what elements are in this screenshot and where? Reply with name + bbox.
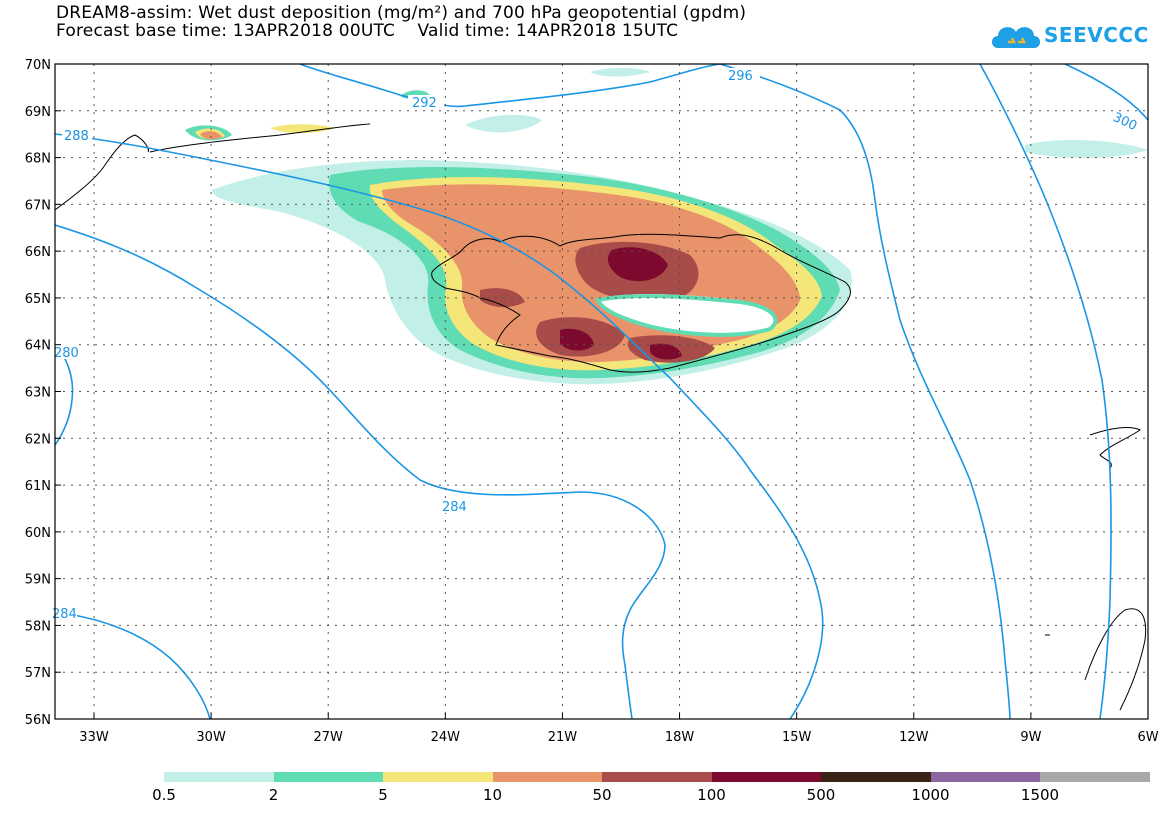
latitude-tick-label: 60N: [25, 526, 51, 541]
contour-label: 284: [52, 607, 77, 622]
legend-swatch: [930, 772, 1040, 782]
longitude-tick-label: 15W: [782, 730, 812, 745]
latitude-tick-label: 56N: [25, 713, 51, 728]
longitude-tick-label: 24W: [431, 730, 461, 745]
legend-label: 1000: [911, 786, 950, 804]
longitude-tick-label: 27W: [314, 730, 344, 745]
legend-swatch: [1040, 772, 1150, 782]
legend-swatch: [602, 772, 712, 782]
longitude-tick-label: 9W: [1020, 730, 1041, 745]
latitude-tick-label: 62N: [25, 432, 51, 447]
map-title-line1: DREAM8-assim: Wet dust deposition (mg/m²…: [56, 3, 747, 23]
legend-swatch: [383, 772, 493, 782]
contour-label: 284: [442, 500, 467, 515]
latitude-axis: 70N 69N 68N 67N 66N 65N 64N 63N 62N 61N 60N 59N 58N 5…: [25, 58, 61, 728]
legend-label: 1500: [1020, 786, 1060, 804]
latitude-tick-label: 57N: [25, 666, 51, 681]
latitude-tick-label: 63N: [25, 386, 51, 401]
longitude-tick-label: 6W: [1137, 730, 1158, 745]
latitude-tick-label: 65N: [25, 292, 51, 307]
longitude-tick-label: 12W: [899, 730, 929, 745]
coastlines: [55, 123, 1147, 711]
contour-label: 288: [64, 129, 89, 144]
legend-label: 0.5: [152, 786, 176, 804]
legend-label: 2: [268, 786, 279, 804]
longitude-axis: 33W 30W 27W 24W 21W 18W 15W 12W 9W 6W: [79, 713, 1159, 745]
latitude-tick-label: 61N: [25, 479, 51, 494]
latitude-tick-label: 70N: [25, 58, 51, 73]
latitude-tick-label: 68N: [25, 152, 51, 167]
contour-label: 292: [412, 96, 437, 111]
contour-label: 300: [1110, 110, 1139, 134]
cloud-icon: [992, 27, 1040, 48]
seevccc-logo: SEEVCCC: [988, 16, 1148, 56]
legend-label: 100: [697, 786, 726, 804]
dust-layer-100: [560, 247, 682, 360]
longitude-tick-label: 21W: [548, 730, 578, 745]
latitude-tick-label: 67N: [25, 198, 51, 213]
longitude-tick-label: 30W: [196, 730, 226, 745]
latitude-tick-label: 59N: [25, 573, 51, 588]
legend-swatch: [164, 772, 274, 782]
graticule: [55, 64, 1148, 719]
map-title-line2: Forecast base time: 13APR2018 00UTC Vali…: [56, 21, 679, 41]
legend-swatch: [821, 772, 931, 782]
contour-label: 280: [54, 346, 79, 361]
legend-label: 5: [378, 786, 388, 804]
latitude-tick-label: 66N: [25, 245, 51, 260]
longitude-tick-label: 18W: [665, 730, 695, 745]
latitude-tick-label: 69N: [25, 105, 51, 120]
legend-swatch: [273, 772, 383, 782]
contour-label: 296: [728, 69, 753, 84]
legend-swatch: [711, 772, 821, 782]
legend-label: 50: [592, 786, 612, 804]
map-area: [55, 64, 1148, 719]
latitude-tick-label: 58N: [25, 619, 51, 634]
geopotential-contours: [55, 64, 1148, 719]
longitude-tick-label: 33W: [79, 730, 109, 745]
legend-label: 10: [482, 786, 503, 804]
legend-swatch: [492, 772, 602, 782]
logo-text: SEEVCCC: [1044, 23, 1149, 47]
latitude-tick-label: 64N: [25, 339, 51, 354]
legend-label: 500: [806, 786, 836, 804]
